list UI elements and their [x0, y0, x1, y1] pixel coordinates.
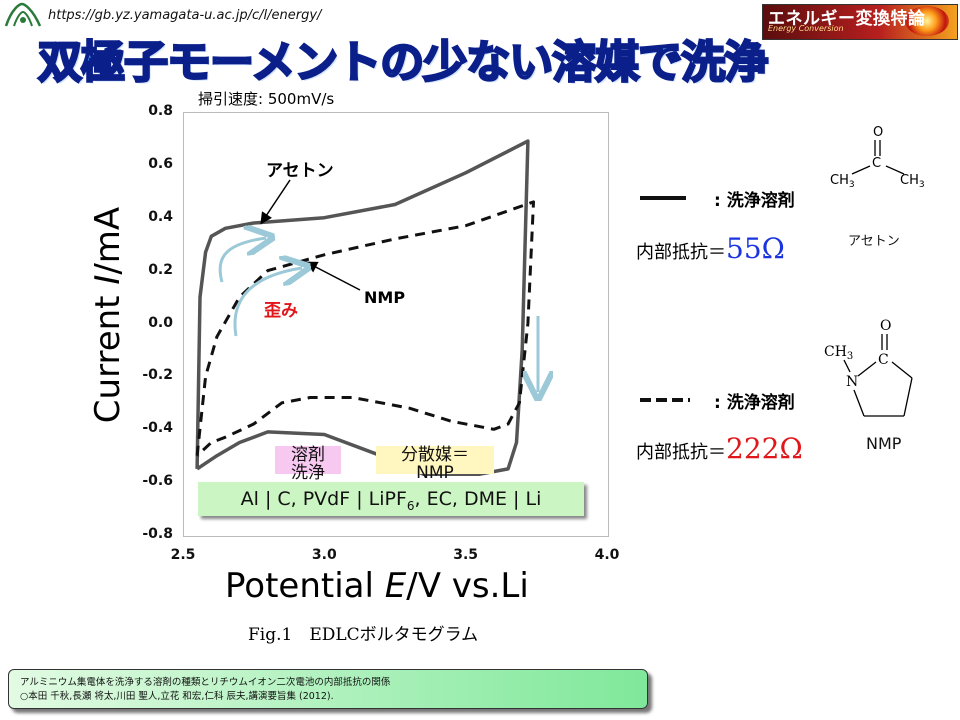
cell-composition-box: Al | C, PVdF | LiPF6, EC, DME | Li: [198, 482, 584, 516]
y-tick-label: 0.0: [148, 314, 173, 331]
reference-title: アルミニウム集電体を洗浄する溶剤の種類とリチウムイオン二次電池の内部抵抗の関係: [20, 677, 391, 688]
distortion-annotation: 歪み: [264, 301, 298, 321]
nmp-pointer-arrow: [305, 261, 361, 291]
reference-box: [8, 669, 648, 709]
figure-caption: Fig.1 EDLCボルタモグラム: [248, 625, 479, 645]
y-tick-label: 0.6: [148, 155, 173, 172]
nmp-name-label: NMP: [866, 434, 902, 453]
course-title-jp: エネルギー変換特論: [768, 9, 926, 29]
nmp-resistance: 内部抵抗＝222Ω: [636, 432, 803, 465]
y-tick-label: -0.4: [142, 420, 173, 437]
svg-text:CH3: CH3: [824, 344, 853, 362]
y-tick-label: 0.8: [148, 103, 173, 119]
reference-authors: ○本田 千秋,長瀬 将太,川田 聖人,立花 和宏,仁科 辰夫,講演要旨集 (20…: [20, 691, 334, 702]
y-tick-label: 0.4: [148, 208, 173, 225]
sun-icon: [905, 6, 949, 36]
acetone-resistance: 内部抵抗＝55Ω: [636, 232, 785, 265]
page-url[interactable]: https://gb.yz.yamagata-u.ac.jp/c/l/energ…: [48, 8, 322, 23]
legend-dashed-line: [640, 398, 690, 402]
acetone-name-label: アセトン: [848, 234, 900, 249]
x-tick-label: 3.5: [453, 547, 479, 563]
dispersant-tag: 分散媒＝ NMP: [376, 446, 494, 482]
x-tick-label: 4.0: [594, 547, 620, 563]
forward-scan-arrow-2: [233, 268, 302, 337]
course-title-en: Energy Conversion: [768, 24, 844, 33]
legend-dashed-label: : 洗浄溶剤: [714, 393, 795, 413]
svg-text:CH3: CH3: [900, 173, 925, 190]
acetone-pointer-arrow: [260, 179, 291, 225]
legend-solid-line: [640, 196, 686, 200]
series-line-acetone: [195, 139, 530, 476]
acetone-annotation: アセトン: [266, 161, 334, 181]
acetone-structure-diagram: O C CH3 CH3: [830, 125, 925, 190]
sweep-rate-label: 掃引速度: 500mV/s: [198, 90, 335, 108]
slide-title: 双極子モーメントの少ない溶媒で洗浄: [37, 36, 770, 90]
svg-text:N: N: [846, 374, 858, 390]
svg-text:C: C: [878, 352, 889, 368]
series-line-nmp: [195, 200, 535, 457]
y-tick-label: -0.6: [142, 473, 173, 490]
solvent-wash-tag: 溶剤 洗浄: [275, 446, 341, 482]
forward-scan-arrow: [218, 238, 266, 283]
university-logo-icon: [4, 2, 42, 27]
y-axis-label: Current I/mA: [88, 206, 128, 424]
y-tick-label: -0.8: [142, 526, 173, 542]
y-tick-label: -0.2: [142, 367, 173, 384]
y-tick-label: 0.2: [148, 261, 173, 278]
x-axis-label: Potential E/V vs.Li: [225, 566, 529, 606]
legend-solid-label: : 洗浄溶剤: [714, 191, 795, 211]
x-tick-label: 2.5: [170, 547, 196, 563]
svg-text:C: C: [872, 156, 881, 171]
svg-text:O: O: [873, 125, 883, 140]
x-tick-label: 3.0: [311, 547, 337, 563]
nmp-annotation: NMP: [364, 288, 406, 307]
svg-text:CH3: CH3: [830, 173, 855, 190]
nmp-structure-diagram: O C CH3 N: [824, 318, 913, 417]
svg-text:O: O: [880, 318, 891, 334]
